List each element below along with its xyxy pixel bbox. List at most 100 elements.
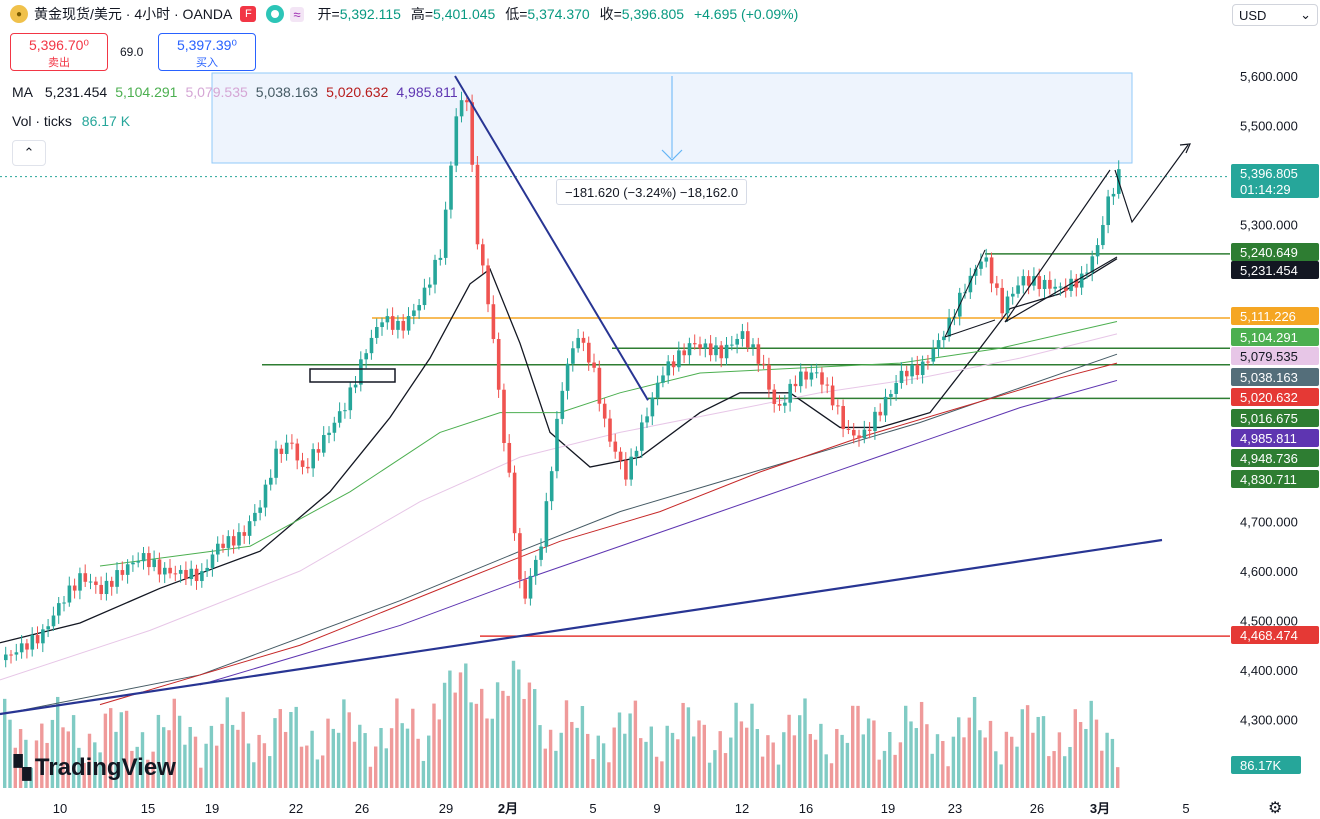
volume-bar: [268, 756, 272, 788]
volume-bar: [204, 743, 208, 788]
volume-bar: [448, 670, 452, 788]
price-tag-label: 4,468.474: [1240, 628, 1298, 643]
candle-body: [1016, 285, 1020, 294]
price-tag-label: 5,396.805: [1240, 166, 1298, 181]
candle-body: [422, 287, 427, 306]
candle-body: [968, 275, 973, 293]
candle-body: [979, 261, 983, 269]
volume-bar: [1116, 767, 1120, 788]
volume-bar: [29, 767, 33, 788]
candle-body: [99, 584, 103, 595]
volume-bar: [395, 698, 399, 788]
volume-bar: [474, 703, 479, 788]
candle-body: [417, 305, 421, 311]
candle-body: [645, 416, 649, 423]
candle-body: [83, 573, 88, 582]
sell-price: 5,396.70⁰: [28, 37, 90, 53]
volume-bar: [930, 753, 934, 788]
y-tick-label: 4,400.000: [1240, 663, 1298, 678]
volume-bar: [771, 742, 775, 788]
price-tag-label: 5,079.535: [1240, 349, 1298, 364]
price-tag-bg: [1231, 307, 1319, 325]
volume-bar: [739, 721, 744, 788]
high-value: 5,401.045: [433, 6, 496, 22]
candle-body: [231, 536, 236, 546]
candle-body: [1111, 193, 1116, 197]
volume-bar: [1010, 736, 1014, 788]
volume-bar: [792, 735, 797, 788]
volume-bar: [750, 703, 754, 788]
candle-body: [237, 532, 241, 546]
volume-bar: [135, 746, 139, 788]
candle-body: [502, 389, 506, 443]
candle-body: [767, 364, 771, 390]
volume-bar: [877, 759, 881, 788]
volume-bar: [299, 746, 304, 788]
ma-legend[interactable]: MA 5,231.454 5,104.291 5,079.535 5,038.163 5…: [12, 84, 466, 100]
flag-icon[interactable]: F: [240, 6, 257, 22]
candle-body: [634, 450, 639, 457]
volume-bar: [686, 707, 691, 788]
candle-body: [491, 304, 496, 340]
candle-body: [496, 339, 501, 390]
volume-bar: [40, 723, 44, 788]
ma-line-1: [0, 258, 1118, 644]
candle-body: [486, 265, 490, 305]
volume-bar: [98, 752, 102, 788]
candle-body: [343, 410, 347, 412]
candle-body: [88, 581, 93, 583]
candle-body: [62, 602, 66, 604]
candle-body: [735, 338, 739, 345]
candle-body: [173, 573, 178, 575]
market-status-icon[interactable]: [266, 5, 285, 23]
candle-body: [348, 387, 353, 411]
x-tick-label: 16: [799, 801, 813, 816]
volume-bar: [8, 719, 12, 788]
volume-bar: [570, 721, 574, 788]
candle-body: [375, 327, 379, 338]
price-tag-bg: [1231, 347, 1319, 365]
volume-bar: [199, 767, 203, 788]
volume-bar: [538, 725, 542, 788]
ma-line-3: [0, 333, 1118, 681]
volume-bar: [193, 736, 198, 788]
candle-body: [311, 449, 315, 469]
volume-bar: [559, 732, 563, 788]
volume-bar: [983, 737, 987, 788]
candle-body: [19, 643, 24, 653]
volume-bar: [798, 715, 802, 788]
volume-bar: [824, 754, 828, 788]
ma-line-2: [99, 321, 1118, 567]
trendline-up: [0, 538, 1163, 716]
volume-bar: [342, 699, 346, 788]
settings-gear-icon[interactable]: ⚙: [1268, 800, 1283, 817]
price-tag-bg: [1231, 164, 1319, 198]
candle-body: [1090, 256, 1095, 273]
price-tag-bg: [1231, 449, 1319, 467]
volume-bar: [464, 663, 468, 788]
volume-bar: [904, 705, 908, 788]
zone-box: [309, 368, 396, 383]
candle-body: [682, 350, 686, 356]
candle-body: [125, 564, 130, 575]
sell-button[interactable]: 5,396.70⁰ 卖出: [10, 33, 108, 71]
volume-bar: [575, 727, 579, 788]
volume-bar: [485, 718, 489, 788]
candle-body: [141, 553, 146, 562]
candle-body: [1079, 273, 1084, 288]
volume-bar: [1025, 705, 1030, 788]
volume-legend[interactable]: Vol · ticks 86.17 K: [12, 113, 130, 129]
collapse-legend-button[interactable]: ⌃: [12, 140, 46, 166]
candle-body: [799, 371, 803, 387]
buy-button[interactable]: 5,397.39⁰ 买入: [158, 33, 256, 71]
symbol-title[interactable]: 黄金现货/美元 · 4小时 · OANDA: [34, 6, 233, 22]
volume-bar: [1036, 716, 1040, 788]
volume-bar: [962, 737, 966, 788]
candle-body: [46, 626, 50, 630]
volume-bar: [564, 700, 569, 788]
volume-bar: [967, 717, 971, 788]
candle-body: [390, 316, 395, 330]
wave-icon[interactable]: ≈: [290, 6, 304, 22]
currency-select[interactable]: USD ⌄: [1232, 4, 1318, 26]
